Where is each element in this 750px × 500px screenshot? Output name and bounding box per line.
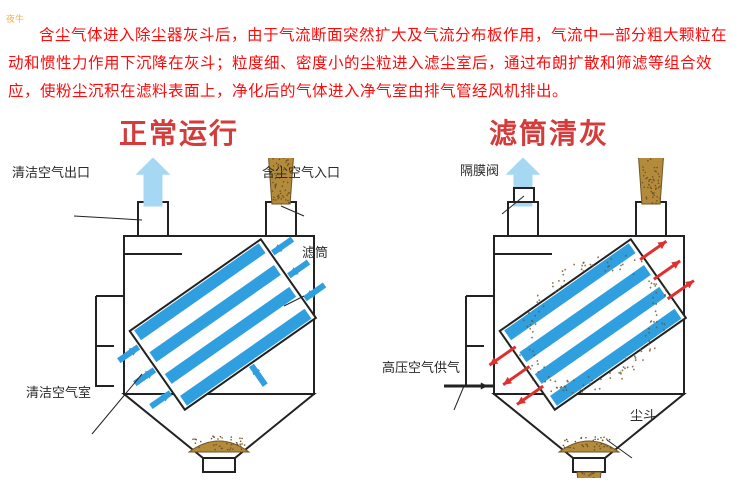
- label-filter-cartridge: 滤筒: [302, 242, 328, 261]
- description-text: 含尘气体进入除尘器灰斗后，由于气流断面突然扩大及气流分布板作用，气流中一部分粗大…: [8, 27, 727, 100]
- label-diaphragm-valve: 隔膜阀: [460, 160, 499, 179]
- label-dusty-air-inlet: 含尘空气入口: [262, 162, 340, 181]
- label-clean-air-outlet: 清洁空气出口: [12, 162, 90, 181]
- diagram-normal-operation: [4, 158, 344, 478]
- watermark: 夜牛: [6, 12, 24, 25]
- label-dust-hopper: 尘斗: [630, 405, 656, 424]
- figure-container: 正常运行 清洁空气出口 含尘空气入口 滤筒 清洁空气室 滤筒清灰 隔膜阀 高压空…: [4, 112, 724, 478]
- panel-title-right: 滤筒清灰: [374, 112, 724, 152]
- description-paragraph: 含尘气体进入除尘器灰斗后，由于气流断面突然扩大及气流分布板作用，气流中一部分粗大…: [0, 0, 750, 112]
- panel-normal-operation: 正常运行 清洁空气出口 含尘空气入口 滤筒 清洁空气室: [4, 112, 354, 478]
- diagram-filter-cleaning: [374, 158, 714, 478]
- panel-title-left: 正常运行: [4, 112, 354, 152]
- label-clean-air-chamber: 清洁空气室: [26, 382, 91, 401]
- panel-filter-cleaning: 滤筒清灰 隔膜阀 高压空气供气 尘斗: [374, 112, 724, 478]
- label-hp-air-supply: 高压空气供气: [382, 357, 460, 376]
